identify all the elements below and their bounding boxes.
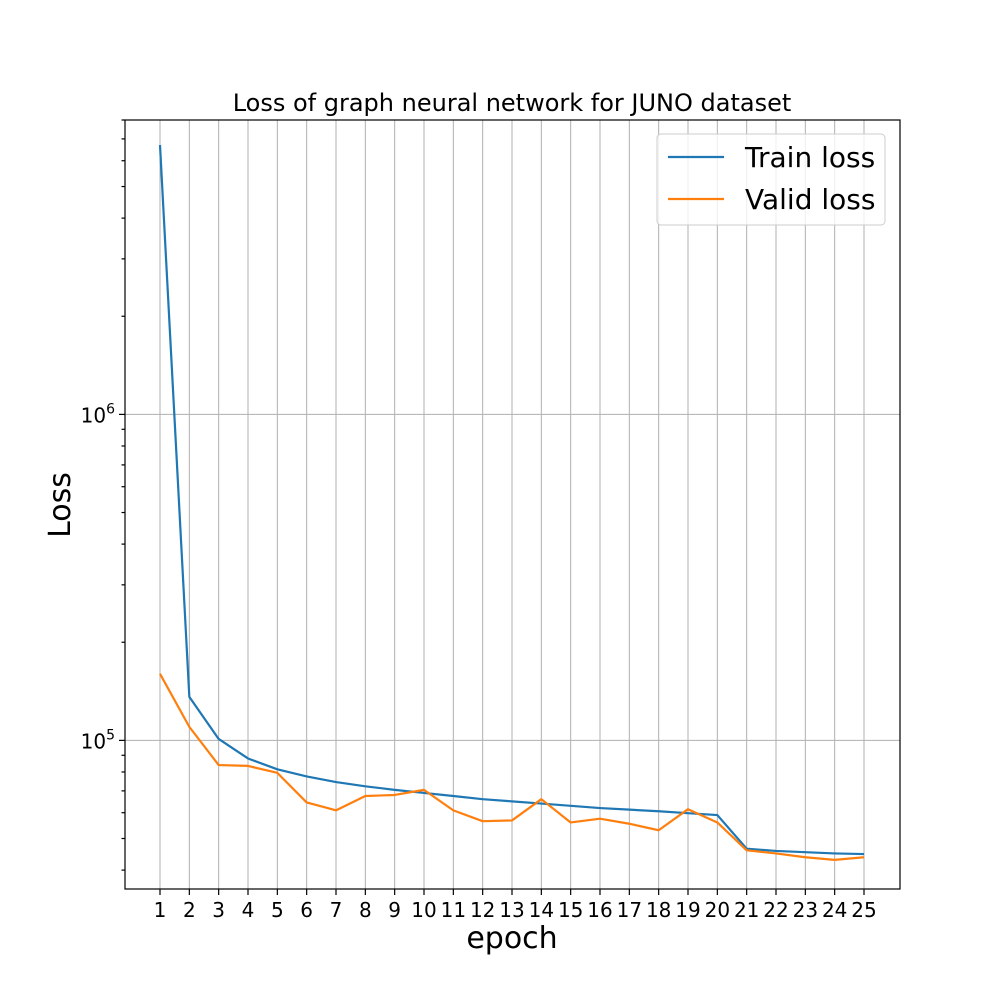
x-tick-label: 7 — [330, 898, 343, 922]
x-tick-label: 12 — [470, 898, 495, 922]
x-axis-ticks: 1 2 3 4 5 6 7 8 9 10 11 12 13 14 15 16 17 18 19 20 21 22 23 24 2… — [154, 889, 877, 922]
x-tick-label: 16 — [587, 898, 612, 922]
x-tick-label: 17 — [617, 898, 642, 922]
y-tick-label: 105 — [81, 727, 115, 753]
legend-label-train-loss: Train loss — [744, 141, 875, 174]
x-tick-label: 22 — [763, 898, 788, 922]
legend-label-valid-loss: Valid loss — [745, 183, 875, 216]
chart-title: Loss of graph neural network for JUNO da… — [233, 89, 792, 117]
x-tick-label: 1 — [154, 898, 167, 922]
y-axis-ticks: 105 106 — [81, 119, 125, 871]
x-tick-label: 23 — [793, 898, 818, 922]
series-lines — [158, 145, 865, 861]
x-tick-label: 13 — [499, 898, 524, 922]
series-line-train-loss — [158, 145, 865, 856]
x-tick-label: 18 — [646, 898, 671, 922]
x-tick-label: 5 — [271, 898, 284, 922]
series-line-valid-loss — [159, 673, 865, 861]
x-tick-label: 20 — [705, 898, 730, 922]
x-tick-label: 9 — [388, 898, 401, 922]
x-tick-label: 3 — [212, 898, 225, 922]
x-tick-label: 25 — [851, 898, 876, 922]
x-tick-label: 2 — [183, 898, 196, 922]
x-tick-label: 14 — [529, 898, 554, 922]
x-tick-label: 11 — [441, 898, 466, 922]
x-tick-label: 15 — [558, 898, 583, 922]
x-axis-label: epoch — [466, 921, 557, 956]
legend: Train loss Valid loss — [656, 133, 886, 226]
x-tick-label: 24 — [822, 898, 847, 922]
x-tick-label: 10 — [411, 898, 436, 922]
x-tick-label: 8 — [359, 898, 372, 922]
x-tick-label: 4 — [242, 898, 255, 922]
x-tick-label: 21 — [734, 898, 759, 922]
x-tick-label: 6 — [300, 898, 313, 922]
y-axis-label: Loss — [43, 472, 78, 538]
y-tick-label: 106 — [81, 401, 115, 427]
grid-lines — [125, 120, 900, 889]
x-tick-label: 19 — [675, 898, 700, 922]
